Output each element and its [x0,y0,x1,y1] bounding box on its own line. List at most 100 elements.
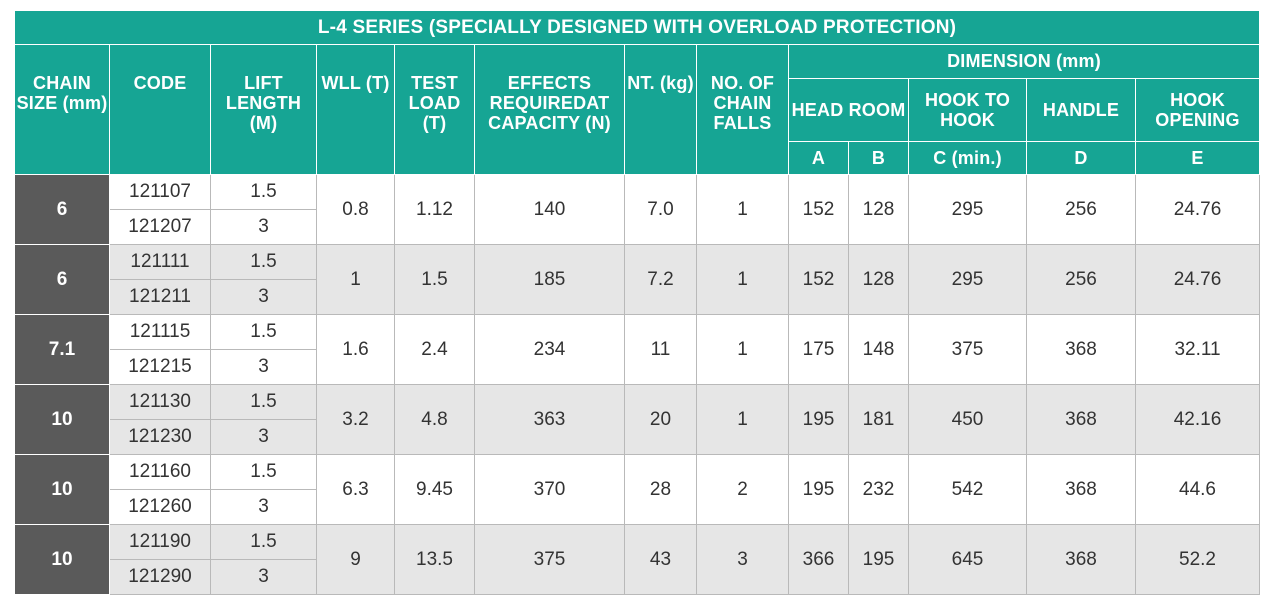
dim-e-cell: 24.76 [1134,244,1261,315]
falls-cell: 1 [696,244,789,315]
dim-e-cell: 32.11 [1134,314,1261,385]
table-row: 121290 3 [15,559,1260,595]
header-head-room: HEAD ROOM [788,78,909,142]
wll-cell: 0.8 [316,174,395,245]
header-wll: WLL (T) [316,44,395,175]
table-row: 10 121190 1.5 9 13.5 375 43 3 366 195 64… [14,524,1261,595]
effects-cell: 370 [474,454,625,525]
chain-size-cell: 10 [14,384,110,455]
header-falls: NO. OF CHAIN FALLS [696,44,789,175]
test-load-cell: 4.8 [394,384,475,455]
dim-d-cell: 256 [1026,174,1136,245]
test-load-cell: 13.5 [394,524,475,595]
nt-cell: 43 [624,524,697,595]
code-cell: 121107 [109,174,211,210]
dim-c-cell: 450 [908,384,1027,455]
nt-cell: 20 [624,384,697,455]
dim-a-cell: 175 [788,314,849,385]
header-test-load: TEST LOAD (T) [394,44,475,175]
code-cell: 121190 [109,524,211,560]
dim-d-cell: 368 [1026,454,1136,525]
dim-c-cell: 542 [908,454,1027,525]
table-row: 7.1 121115 1.5 1.6 2.4 234 11 1 175 148 … [14,314,1261,385]
falls-cell: 1 [696,314,789,385]
chain-size-cell: 6 [14,244,110,315]
effects-cell: 375 [474,524,625,595]
test-load-cell: 1.12 [394,174,475,245]
lift-length-cell: 3 [210,279,317,315]
dim-b-cell: 195 [848,524,909,595]
lift-length-cell: 3 [210,349,317,385]
code-cell: 121111 [109,244,211,280]
dim-e-cell: 52.2 [1134,524,1261,595]
falls-cell: 1 [696,384,789,455]
header-effects: EFFECTS REQUIREDAT CAPACITY (N) [474,44,625,175]
effects-cell: 185 [474,244,625,315]
lift-length-cell: 3 [210,209,317,245]
code-cell: 121115 [109,314,211,350]
lift-length-cell: 1.5 [210,454,317,490]
dim-d-cell: 256 [1026,244,1136,315]
table-row: 121215 3 [15,349,1260,385]
nt-cell: 28 [624,454,697,525]
header-handle: HANDLE [1026,78,1136,142]
wll-cell: 9 [316,524,395,595]
header-chain-size: CHAIN SIZE (mm) [14,44,110,175]
header-sub-e: E [1134,141,1261,175]
falls-cell: 2 [696,454,789,525]
dim-e-cell: 24.76 [1134,174,1261,245]
header-dimension: DIMENSION (mm) [787,44,1261,79]
dim-c-cell: 645 [908,524,1027,595]
header-sub-c: C (min.) [908,141,1027,175]
dim-d-cell: 368 [1026,524,1136,595]
code-cell: 121230 [109,419,211,455]
dim-a-cell: 195 [788,454,849,525]
table-title: L-4 SERIES (SPECIALLY DESIGNED WITH OVER… [13,11,1261,45]
dim-e-cell: 42.16 [1134,384,1261,455]
nt-cell: 7.2 [624,244,697,315]
lift-length-cell: 1.5 [210,384,317,420]
code-cell: 121207 [109,209,211,245]
lift-length-cell: 3 [210,559,317,595]
dim-a-cell: 152 [788,174,849,245]
effects-cell: 234 [474,314,625,385]
dim-a-cell: 152 [788,244,849,315]
test-load-cell: 9.45 [394,454,475,525]
nt-cell: 7.0 [624,174,697,245]
dim-b-cell: 181 [848,384,909,455]
wll-cell: 3.2 [316,384,395,455]
table-header: L-4 SERIES (SPECIALLY DESIGNED WITH OVER… [13,11,1261,175]
header-code: CODE [109,44,211,175]
spec-table: L-4 SERIES (SPECIALLY DESIGNED WITH OVER… [13,11,1261,595]
table-row: 121211 3 [15,279,1260,315]
wll-cell: 1 [316,244,395,315]
code-cell: 121215 [109,349,211,385]
code-cell: 121211 [109,279,211,315]
dim-d-cell: 368 [1026,384,1136,455]
table-row: 6 121111 1.5 1 1.5 185 7.2 1 152 128 295… [14,244,1261,315]
dim-a-cell: 195 [788,384,849,455]
dim-d-cell: 368 [1026,314,1136,385]
test-load-cell: 2.4 [394,314,475,385]
lift-length-cell: 1.5 [210,174,317,210]
header-nt: NT. (kg) [624,44,697,175]
wll-cell: 6.3 [316,454,395,525]
dim-e-cell: 44.6 [1134,454,1261,525]
lift-length-cell: 3 [210,489,317,525]
header-hook-opening: HOOK OPENING [1134,78,1261,142]
header-lift-length: LIFT LENGTH (M) [210,44,317,175]
falls-cell: 3 [696,524,789,595]
lift-length-cell: 1.5 [210,314,317,350]
dim-b-cell: 128 [848,174,909,245]
table-row: 6 121107 1.5 0.8 1.12 140 7.0 1 152 128 … [14,174,1261,245]
table-row: 10 121130 1.5 3.2 4.8 363 20 1 195 181 4… [14,384,1261,455]
lift-length-cell: 3 [210,419,317,455]
dim-c-cell: 375 [908,314,1027,385]
effects-cell: 363 [474,384,625,455]
dim-b-cell: 148 [848,314,909,385]
dim-c-cell: 295 [908,244,1027,315]
falls-cell: 1 [696,174,789,245]
dim-b-cell: 128 [848,244,909,315]
table-row: 121207 3 [15,209,1260,245]
dim-c-cell: 295 [908,174,1027,245]
